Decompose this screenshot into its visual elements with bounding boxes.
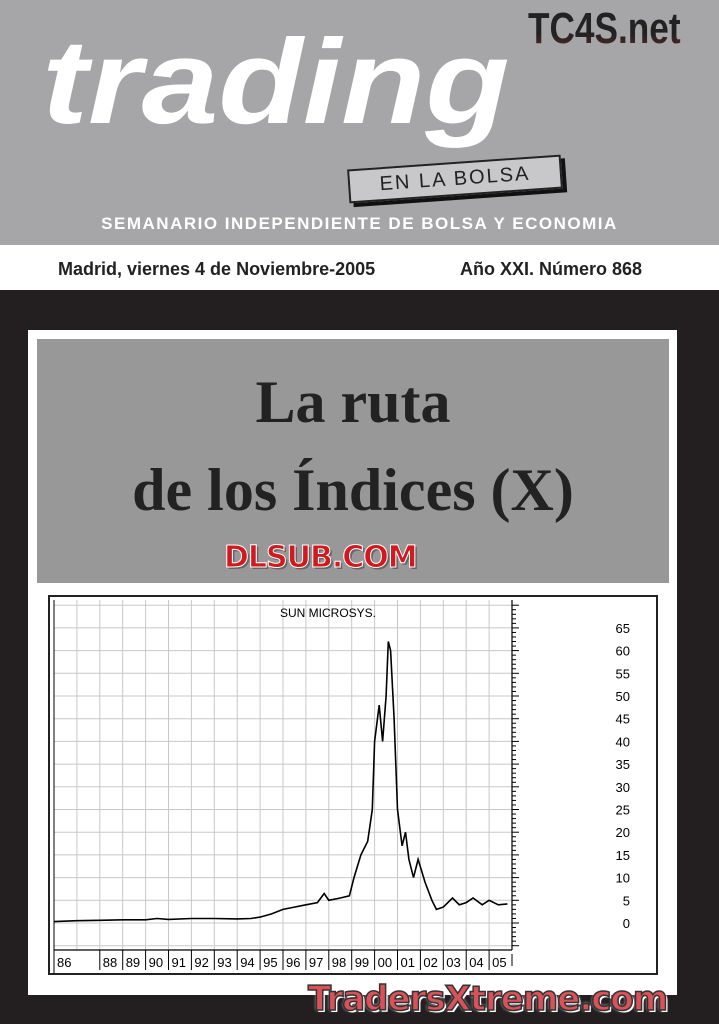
x-tick-label: 02 [423, 955, 437, 970]
x-tick-label: 95 [263, 955, 277, 970]
stock-chart: SUN MICROSYS. 0 5 10 15 20 25 30 35 40 45 50 55 60 65… [48, 595, 658, 975]
brand-logo: trading [42, 15, 510, 149]
x-tick-label: 98 [332, 955, 346, 970]
x-tick-label: 96 [286, 955, 300, 970]
chart-svg: SUN MICROSYS. 05101520253035404550556065… [53, 600, 630, 973]
x-tick-label: 03 [446, 955, 460, 970]
cover-title-line1: La ruta [255, 369, 451, 435]
y-tick-label: 40 [616, 734, 630, 749]
x-tick-label: 91 [172, 955, 186, 970]
y-tick-label: 10 [616, 871, 630, 886]
y-tick-label: 25 [616, 803, 630, 818]
y-tick-label: 20 [616, 825, 630, 840]
x-tick-label: 99 [355, 955, 369, 970]
y-tick-label: 5 [623, 893, 630, 908]
x-tick-label: 86 [57, 955, 71, 970]
y-tick-label: 55 [616, 666, 630, 681]
issue-number: Año XXI. Número 868 [460, 259, 643, 279]
x-tick-label: 92 [194, 955, 208, 970]
x-tick-label: 97 [309, 955, 323, 970]
x-tick-label: 89 [126, 955, 140, 970]
watermark-dlsub: DLSUB.COM [224, 540, 419, 576]
dateline-band [0, 245, 719, 290]
price-line [53, 641, 508, 923]
x-tick-label: 01 [401, 955, 415, 970]
x-tick-label: 05 [492, 955, 506, 970]
x-tick-label: 00 [378, 955, 392, 970]
y-tick-label: 45 [616, 712, 630, 727]
watermark-tc4s: TC4S.net [528, 4, 681, 53]
x-tick-label: 90 [149, 955, 163, 970]
y-tick-label: 30 [616, 780, 630, 795]
x-tick-label: 04 [469, 955, 483, 970]
x-tick-label: 94 [240, 955, 254, 970]
y-tick-label: 60 [616, 644, 630, 659]
x-tick-label: 88 [103, 955, 117, 970]
y-tick-label: 35 [616, 757, 630, 772]
y-tick-label: 15 [616, 848, 630, 863]
chart-title: SUN MICROSYS. [280, 606, 376, 620]
y-tick-label: 50 [616, 689, 630, 704]
x-tick-label: 93 [217, 955, 231, 970]
y-tick-label: 65 [616, 621, 630, 636]
issue-date: Madrid, viernes 4 de Noviembre-2005 [58, 259, 376, 279]
cover-title-line2: de los Índices (X) [132, 457, 574, 523]
title-box [37, 339, 669, 583]
y-tick-label: 0 [623, 916, 630, 931]
masthead [0, 0, 719, 245]
watermark-tradersxtreme: TradersXtreme.com [307, 978, 669, 1020]
tagline: SEMANARIO INDEPENDIENTE DE BOLSA Y ECONO… [101, 214, 618, 233]
